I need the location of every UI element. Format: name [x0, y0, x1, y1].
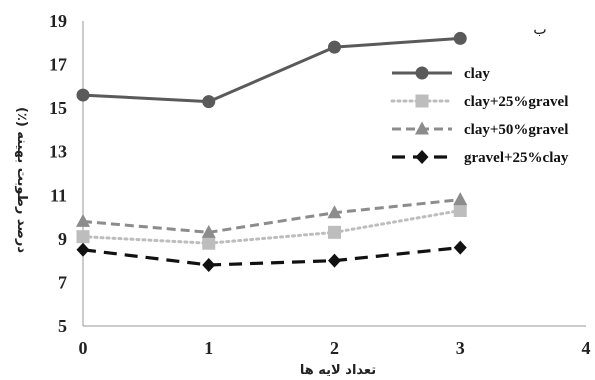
legend-item: clay+25%gravel [390, 94, 568, 110]
x-tick-label: 2 [330, 338, 339, 358]
x-tick-label: 3 [456, 338, 465, 358]
data-point [328, 40, 341, 54]
y-tick-label: 15 [49, 98, 67, 118]
data-point [76, 88, 90, 102]
x-tick-label: 0 [79, 338, 88, 358]
y-tick-label: 11 [50, 185, 67, 205]
y-tick-label: 13 [49, 142, 67, 162]
y-tick-label: 5 [58, 316, 67, 336]
data-point [453, 192, 468, 206]
data-point [453, 240, 467, 255]
y-tick-label: 17 [49, 55, 67, 75]
x-tick-label: 1 [204, 338, 213, 358]
series-line [82, 245, 461, 267]
series-gravel-25-clay [76, 240, 467, 272]
data-point [327, 205, 342, 219]
legend-swatch-marker [415, 94, 429, 108]
x-tick-label: 4 [582, 338, 591, 358]
data-point [76, 213, 90, 227]
series-clay [76, 31, 467, 109]
series-line [81, 209, 462, 245]
data-point [202, 236, 216, 250]
data-point [453, 204, 467, 218]
legend-label: gravel+25%clay [464, 150, 569, 166]
series-line [82, 36, 461, 104]
series-layer [76, 31, 468, 272]
legend-label: clay [464, 66, 490, 82]
y-tick-label: 9 [58, 229, 67, 249]
series-line [82, 198, 461, 234]
data-point [202, 258, 216, 272]
panel-label: ب [533, 22, 546, 38]
series-clay-25-gravel [76, 204, 467, 250]
y-axis-title: درصد رطوبت بهینه (٪) [14, 107, 29, 253]
legend-label: clay+50%gravel [464, 122, 568, 138]
data-point [453, 31, 467, 45]
legend: clay clay+25%gravel clay+50%gravel gravel+2… [390, 66, 569, 166]
data-point [328, 253, 341, 268]
legend-item: clay+50%gravel [392, 121, 568, 138]
legend-swatch-marker [415, 150, 429, 164]
data-point [201, 224, 216, 238]
legend-swatch-marker [415, 121, 429, 135]
y-tick-label: 19 [49, 11, 67, 31]
legend-label: clay+25%gravel [464, 94, 568, 110]
y-tick-label: 7 [58, 272, 67, 292]
data-point [76, 230, 90, 244]
data-point [328, 225, 341, 239]
x-axis-title: تعداد لایه ها [300, 363, 376, 378]
axes: 5 7 9 11 13 15 17 19 0 1 2 3 4 [49, 11, 591, 358]
legend-swatch-marker [415, 66, 429, 80]
legend-item: gravel+25%clay [392, 150, 569, 166]
legend-item: clay [392, 66, 490, 82]
data-point [76, 242, 90, 257]
data-point [202, 95, 216, 109]
series-clay-50-gravel [76, 192, 468, 238]
